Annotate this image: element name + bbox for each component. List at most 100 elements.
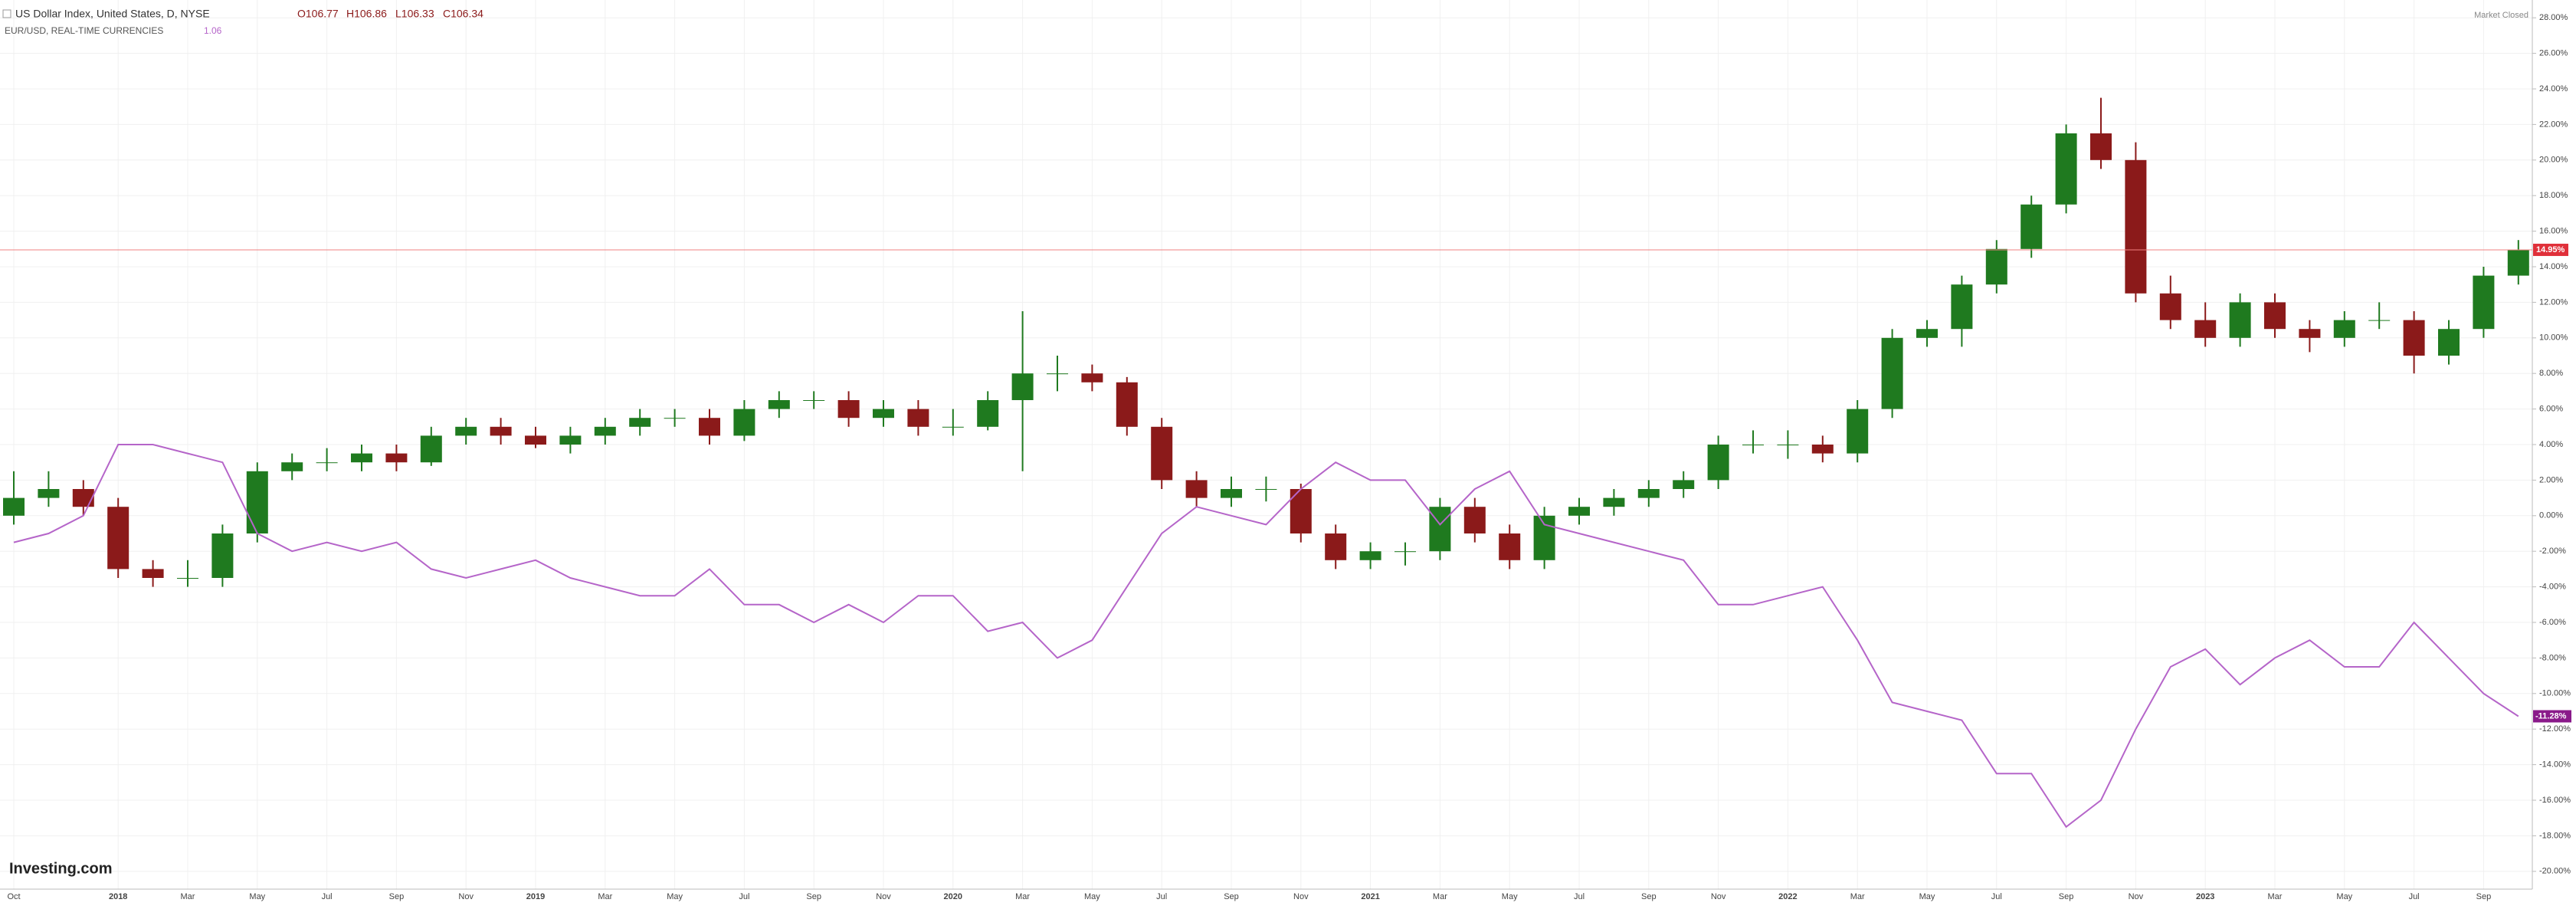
x-tick-label: Mar [2268, 892, 2283, 901]
candle-body [1429, 507, 1451, 552]
candle-body [490, 426, 512, 436]
y-tick-label: 10.00% [2539, 333, 2568, 343]
candle-body [2507, 249, 2529, 276]
y-tick-label: -12.00% [2539, 724, 2571, 734]
candle-body [2159, 293, 2181, 320]
candle-body [629, 418, 651, 427]
x-tick-label: Nov [876, 892, 891, 901]
y-tick-label: -4.00% [2539, 583, 2566, 592]
candle-body [2125, 159, 2147, 294]
candle-body [211, 533, 234, 578]
x-tick-label: Jul [1991, 892, 2002, 901]
y-tick-label: 22.00% [2539, 120, 2568, 129]
candle-body [1463, 507, 1486, 533]
low: L106.33 [395, 8, 434, 20]
x-tick-label: Mar [181, 892, 195, 901]
candle-body [2403, 320, 2425, 356]
x-tick-label: Sep [1224, 892, 1239, 901]
x-tick-label: Jul [322, 892, 333, 901]
compare-symbol: EUR/USD, REAL-TIME CURRENCIES [5, 25, 163, 36]
candle-body [455, 426, 477, 436]
x-tick-label: Mar [1015, 892, 1030, 901]
candle-body [1637, 489, 1660, 498]
open: O106.77 [297, 8, 339, 20]
candle-body [594, 426, 616, 436]
candle-body [1116, 382, 1138, 427]
compare-label: -11.28% [2535, 711, 2567, 721]
candle-body [107, 507, 129, 570]
candle-body [942, 426, 964, 428]
candle-body [2264, 302, 2286, 330]
candle-body [38, 489, 60, 498]
market-status: Market Closed [2474, 11, 2528, 20]
candle-body [2299, 329, 2321, 338]
last-label: 14.95% [2536, 245, 2565, 254]
candle-body [1707, 445, 1729, 481]
y-tick-label: 18.00% [2539, 191, 2568, 200]
candle-body [2229, 302, 2251, 338]
y-tick-label: 4.00% [2539, 440, 2563, 449]
last-label-box [2533, 243, 2568, 256]
x-tick-label: May [249, 892, 265, 901]
candle-body [1151, 426, 1173, 481]
candle-body [1011, 373, 1034, 400]
x-tick-label: 2020 [944, 892, 962, 901]
candle-body [1847, 409, 1869, 454]
candle-body [1881, 337, 1903, 409]
candle-body [2090, 133, 2112, 160]
candle-body [2055, 133, 2077, 205]
candle-body [420, 435, 442, 463]
candle-body [1221, 489, 1242, 498]
candle-body [1359, 551, 1381, 560]
y-tick-label: 0.00% [2539, 511, 2563, 520]
candle-body [1811, 445, 1834, 454]
x-tick-label: May [1502, 892, 1518, 901]
logo: Investing.com [9, 860, 112, 877]
high: H106.86 [346, 8, 387, 20]
x-tick-label: Mar [1850, 892, 1865, 901]
candle-body [1395, 551, 1416, 553]
compare-label-box [2533, 710, 2571, 723]
x-tick-label: Jul [1574, 892, 1585, 901]
compare-line [13, 444, 2519, 829]
candle-body [907, 409, 929, 427]
x-tick-label: Mar [598, 892, 612, 901]
y-tick-label: 20.00% [2539, 156, 2568, 165]
candle-body [1499, 533, 1521, 560]
x-tick-label: May [1919, 892, 1935, 901]
x-tick-label: 2019 [526, 892, 545, 901]
x-tick-label: Jul [1156, 892, 1167, 901]
candle-body [1568, 507, 1590, 516]
x-tick-label: Jul [2409, 892, 2420, 901]
candle-body [1603, 497, 1625, 507]
candle-body [1916, 329, 1938, 338]
candle-body [142, 569, 164, 578]
candle-body [2020, 204, 2043, 249]
candle-body [1951, 284, 1973, 330]
candle-body [1533, 515, 1555, 560]
symbol: US Dollar Index, United States, D, NYSE [15, 8, 210, 20]
candle-body [664, 418, 686, 419]
x-tick-label: Nov [2129, 892, 2144, 901]
candle-body [1047, 373, 1068, 375]
candle-body [2473, 275, 2495, 330]
y-tick-label: -18.00% [2539, 831, 2571, 840]
x-tick-label: 2021 [1361, 892, 1379, 901]
candle-body [2368, 320, 2391, 321]
candle-body [3, 497, 25, 516]
candle-body [559, 435, 582, 445]
y-tick-label: -8.00% [2539, 653, 2566, 662]
candle-body [1185, 480, 1208, 498]
candle-body [385, 453, 408, 463]
x-tick-label: Sep [1641, 892, 1657, 901]
y-tick-label: -16.00% [2539, 796, 2571, 805]
y-tick-label: -20.00% [2539, 867, 2571, 876]
y-tick-label: 12.00% [2539, 297, 2568, 307]
collapse-icon[interactable] [2, 9, 11, 18]
y-tick-label: 2.00% [2539, 475, 2563, 484]
candle-body [1673, 480, 1695, 489]
x-tick-label: Oct [7, 892, 20, 901]
candle-body [2438, 329, 2460, 356]
